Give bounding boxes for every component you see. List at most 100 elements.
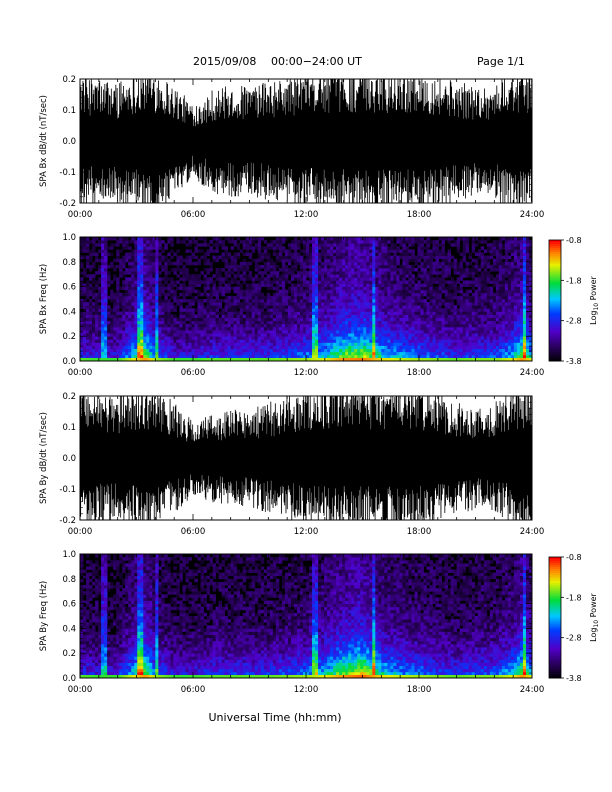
heatmap-cell (411, 302, 415, 306)
heatmap-cell (83, 351, 87, 356)
heatmap-cell (447, 249, 452, 253)
heatmap-cell (272, 348, 277, 353)
heatmap-cell (173, 317, 177, 322)
heatmap-cell (203, 339, 207, 343)
heatmap-cell (309, 261, 313, 266)
heatmap-cell (423, 292, 427, 297)
heatmap-cell (266, 302, 271, 306)
heatmap-cell (333, 268, 337, 272)
heatmap-cell (293, 246, 298, 250)
heatmap-cell (224, 345, 229, 349)
heatmap-cell (266, 308, 271, 312)
heatmap-cell (306, 311, 310, 315)
heatmap-cell (429, 333, 433, 337)
heatmap-cell (375, 308, 379, 312)
heatmap-cell (248, 323, 253, 328)
heatmap-cell (438, 280, 442, 284)
heatmap-cell (290, 354, 295, 359)
heatmap-cell (420, 311, 424, 315)
heatmap-cell (324, 345, 328, 349)
heatmap-cell (351, 252, 355, 256)
heatmap-cell (333, 258, 337, 263)
heatmap-cell (432, 351, 436, 356)
heatmap-cell (486, 258, 491, 263)
heatmap-cell (339, 255, 343, 260)
heatmap-cell (257, 289, 262, 294)
heatmap-cell (251, 317, 256, 322)
heatmap-cell (218, 345, 223, 349)
heatmap-cell (414, 286, 418, 291)
heatmap-cell (248, 271, 253, 275)
heatmap-cell (327, 354, 331, 359)
heatmap-cell (236, 264, 241, 269)
heatmap-cell (215, 333, 220, 337)
heatmap-cell (89, 342, 93, 346)
heatmap-cell (227, 342, 232, 346)
heatmap-cell (134, 240, 138, 244)
heatmap-cell (471, 326, 476, 331)
heatmap-cell (245, 249, 250, 253)
heatmap-cell (348, 302, 352, 306)
heatmap-cell (357, 351, 361, 356)
heatmap-cell (402, 302, 406, 306)
heatmap-cell (101, 351, 105, 356)
heatmap-cell (363, 246, 367, 250)
heatmap-cell (453, 326, 458, 331)
heatmap-cell (318, 237, 322, 241)
heatmap-cell (459, 286, 464, 291)
heatmap-cell (447, 258, 452, 263)
heatmap-cell (134, 305, 138, 309)
heatmap-cell (381, 323, 385, 328)
heatmap-cell (245, 295, 250, 300)
heatmap-cell (197, 237, 201, 241)
heatmap-cell (471, 264, 476, 269)
heatmap-cell (146, 289, 150, 294)
heatmap-cell (351, 308, 355, 312)
heatmap-cell (131, 264, 135, 269)
heatmap-cell (260, 302, 265, 306)
heatmap-cell (369, 264, 373, 269)
heatmap-cell (170, 283, 174, 287)
heatmap-cell (477, 255, 482, 260)
heatmap-cell (306, 271, 310, 275)
heatmap-cell (456, 302, 461, 306)
heatmap-cell (447, 323, 452, 328)
heatmap-cell (399, 308, 403, 312)
heatmap-cell (465, 314, 470, 318)
heatmap-cell (134, 246, 138, 250)
heatmap-cell (429, 317, 433, 322)
heatmap-cell (125, 246, 129, 250)
heatmap-cell (369, 336, 373, 340)
heatmap-cell (441, 311, 446, 315)
heatmap-cell (372, 330, 376, 334)
heatmap-cell (290, 339, 295, 343)
heatmap-cell (215, 339, 220, 343)
heatmap-cell (402, 243, 406, 247)
heatmap-cell (321, 277, 325, 281)
heatmap-cell (104, 286, 108, 291)
heatmap-cell (471, 305, 476, 309)
heatmap-cell (402, 274, 406, 278)
heatmap-cell (302, 271, 307, 275)
heatmap-cell (227, 333, 232, 337)
heatmap-cell (330, 252, 334, 256)
heatmap-cell (245, 299, 250, 303)
heatmap-cell (188, 274, 192, 278)
heatmap-cell (330, 317, 334, 322)
heatmap-cell (348, 342, 352, 346)
heatmap-cell (104, 339, 108, 343)
heatmap-cell (125, 351, 129, 356)
heatmap-cell (402, 249, 406, 253)
heatmap-cell (351, 261, 355, 266)
heatmap-cell (146, 249, 150, 253)
heatmap-cell (453, 314, 458, 318)
heatmap-cell (293, 333, 298, 337)
heatmap-cell (95, 237, 99, 241)
heatmap-cell (438, 311, 442, 315)
heatmap-cell (432, 305, 436, 309)
heatmap-cell (197, 258, 201, 263)
heatmap-cell (414, 339, 418, 343)
heatmap-cell (146, 345, 150, 349)
heatmap-cell (290, 336, 295, 340)
heatmap-cell (369, 258, 373, 263)
